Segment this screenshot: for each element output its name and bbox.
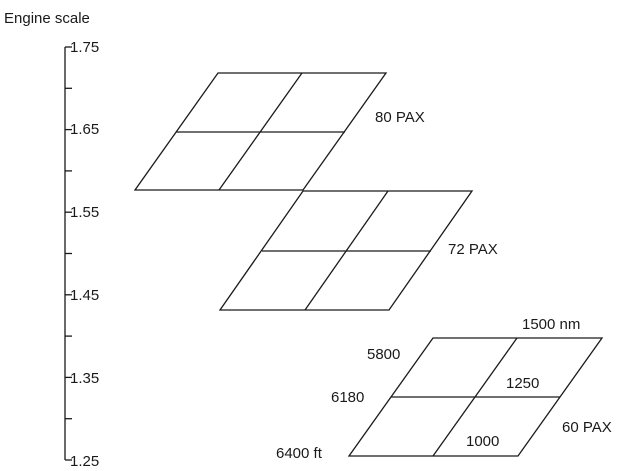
grid-60-pax-outline [347,337,604,457]
axis-title: Engine scale [4,10,90,27]
field-length-label-6180: 6180 [331,389,364,406]
field-length-label-5800: 5800 [367,346,400,363]
field-length-label-6400: 6400 ft [276,445,323,462]
tick-label-1-25: 1.25 [70,453,99,470]
grid-72-pax [218,190,474,311]
grid-60-pax-label: 60 PAX [562,419,612,436]
range-label-1250: 1250 [506,375,539,392]
tick-label-1-55: 1.55 [70,204,99,221]
grid-80-pax [133,72,388,191]
range-label-1500: 1500 nm [522,316,580,333]
grid-80-pax-outline [133,72,388,191]
engine-scale-axis [64,46,72,461]
grid-80-pax-mid-col [218,72,303,191]
grid-60-pax-mid-col [432,337,518,457]
tick-label-1-65: 1.65 [70,121,99,138]
tick-label-1-75: 1.75 [70,39,99,56]
grid-72-pax-label: 72 PAX [448,241,498,258]
grid-72-pax-outline [218,190,474,311]
grid-80-pax-label: 80 PAX [375,109,425,126]
range-label-1000: 1000 [466,433,499,450]
grid-60-pax [347,337,604,457]
tick-label-1-45: 1.45 [70,287,99,304]
grid-72-pax-mid-col [304,190,389,311]
tick-label-1-35: 1.35 [70,370,99,387]
